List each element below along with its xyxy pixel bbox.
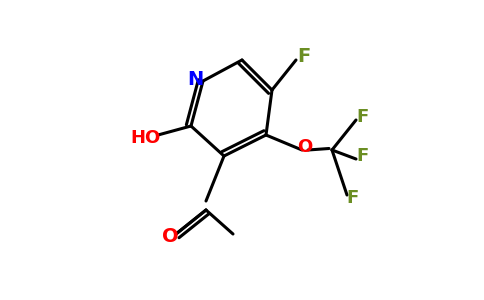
Text: F: F bbox=[297, 47, 310, 67]
Text: O: O bbox=[297, 138, 313, 156]
Text: O: O bbox=[162, 227, 178, 247]
Text: HO: HO bbox=[131, 129, 161, 147]
Text: F: F bbox=[356, 108, 368, 126]
Text: F: F bbox=[356, 147, 368, 165]
Text: N: N bbox=[187, 70, 204, 89]
Text: F: F bbox=[347, 189, 359, 207]
